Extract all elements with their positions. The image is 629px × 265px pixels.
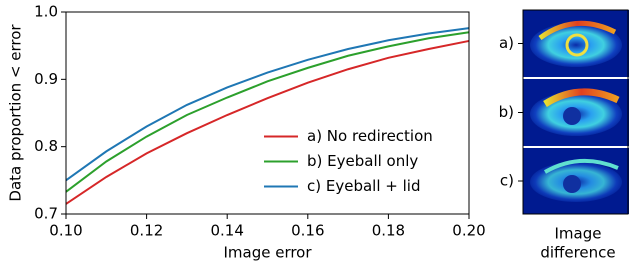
x-axis-label: Image error (223, 244, 312, 262)
image-panel (523, 10, 629, 214)
caption-line: Image (555, 225, 602, 243)
y-tick-label: 0.8 (34, 137, 58, 155)
legend-label: b) Eyeball only (307, 152, 418, 170)
legend-label: a) No redirection (307, 127, 433, 145)
heatmap-b (523, 79, 629, 146)
heatmap-a (523, 10, 629, 77)
y-axis-label: Data proportion < error (7, 24, 25, 202)
panel-label: a) (499, 34, 514, 52)
x-tick-label: 0.14 (210, 222, 243, 240)
x-tick-label: 0.20 (452, 222, 485, 240)
x-tick-label: 0.12 (130, 222, 163, 240)
heatmap-c (523, 148, 629, 214)
x-tick-label: 0.10 (49, 222, 82, 240)
legend-label: c) Eyeball + lid (307, 177, 420, 195)
y-tick-label: 0.9 (34, 70, 58, 88)
panel-label: c) (500, 172, 514, 190)
x-tick-label: 0.18 (372, 222, 405, 240)
y-tick-label: 0.7 (34, 205, 58, 223)
y-tick-label: 1.0 (34, 3, 58, 21)
figure: Image difference 0.7 0.8 0.9 1.0 0.10 0.12 0.1… (0, 0, 629, 265)
x-tick-label: 0.16 (291, 222, 324, 240)
caption-line: difference (540, 244, 615, 262)
panel-label: b) (499, 103, 514, 121)
